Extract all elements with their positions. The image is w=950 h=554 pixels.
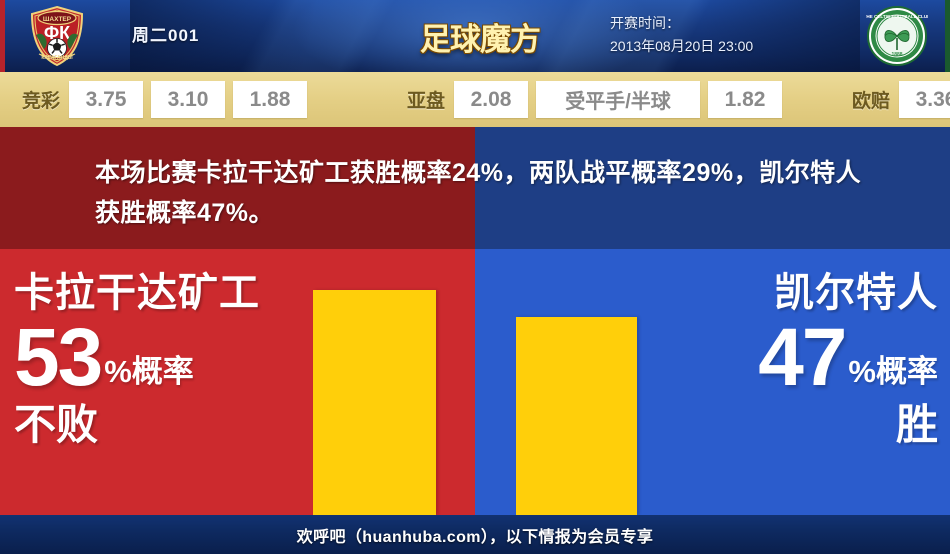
odds-cell-away[interactable]: 1.88 bbox=[233, 81, 308, 118]
header-edge-right bbox=[945, 0, 950, 72]
footer-bar: 欢呼吧（huanhuba.com），以下情报为会员专享 bbox=[0, 515, 950, 554]
odds-group-jingcai: 竞彩 3.75 3.10 1.88 bbox=[22, 81, 315, 118]
odds-cell-handicap[interactable]: 受平手/半球 bbox=[536, 81, 701, 118]
odds-cell-home[interactable]: 3.36 bbox=[899, 81, 950, 118]
footer-text: 欢呼吧（huanhuba.com），以下情报为会员专享 bbox=[296, 528, 654, 546]
home-verdict: 不败 bbox=[14, 401, 99, 448]
probability-chart: 卡拉干达矿工 53 %概率 不败 凯尔特人 47 %概率 胜 bbox=[0, 249, 950, 515]
away-probability-bar bbox=[516, 317, 637, 515]
home-percent-suffix: %概率 bbox=[104, 354, 194, 389]
banner-summary-text: 本场比赛卡拉干达矿工获胜概率24%，两队战平概率29%，凯尔特人获胜概率47%。 bbox=[95, 159, 862, 227]
home-percent-value: 53 bbox=[14, 312, 103, 403]
banner-half-red bbox=[0, 127, 475, 249]
kickoff-label: 开赛时间： bbox=[610, 15, 680, 31]
odds-group-label: 竞彩 bbox=[22, 91, 61, 112]
home-team-name: 卡拉干达矿工 bbox=[14, 271, 260, 315]
odds-group-label: 欧赔 bbox=[852, 91, 891, 112]
home-percent-row: 53 %概率 bbox=[14, 312, 304, 403]
svg-text:ШАХТЕР: ШАХТЕР bbox=[43, 16, 72, 23]
header-edge-left bbox=[0, 0, 5, 72]
svg-text:ФК: ФК bbox=[44, 23, 71, 43]
away-team-crest: THE CELTIC FOOTBALL CLUB 1888 bbox=[864, 5, 931, 67]
away-percent-row: 47 %概率 bbox=[638, 312, 938, 403]
odds-cell-home[interactable]: 2.08 bbox=[454, 81, 529, 118]
shakhter-karagandy-crest-icon: ШАХТЕР ФК КАРАГАНДЫ bbox=[30, 5, 84, 67]
away-percent-suffix: %概率 bbox=[848, 354, 938, 389]
odds-cell-home[interactable]: 3.75 bbox=[69, 81, 144, 118]
odds-cell-draw[interactable]: 3.10 bbox=[151, 81, 226, 118]
away-team-stats: 凯尔特人 47 %概率 胜 bbox=[638, 269, 938, 449]
kickoff-time: 2013年08月20日 23:00 bbox=[610, 38, 754, 54]
svg-text:КАРАГАНДЫ: КАРАГАНДЫ bbox=[41, 55, 72, 61]
home-team-crest: ШАХТЕР ФК КАРАГАНДЫ bbox=[26, 5, 88, 67]
celtic-fc-crest-icon: THE CELTIC FOOTBALL CLUB 1888 bbox=[864, 6, 931, 66]
odds-group-european: 欧赔 3.36 3.26 2.10 bbox=[852, 81, 950, 118]
home-probability-bar bbox=[313, 290, 436, 515]
odds-group-asian-handicap: 亚盘 2.08 受平手/半球 1.82 bbox=[407, 81, 790, 118]
site-logo: 足球魔方 bbox=[410, 14, 550, 58]
odds-bar: 竞彩 3.75 3.10 1.88 亚盘 2.08 受平手/半球 1.82 欧赔… bbox=[0, 72, 950, 127]
match-number: 周二001 bbox=[132, 26, 200, 45]
away-verdict: 胜 bbox=[895, 401, 938, 448]
home-team-stats: 卡拉干达矿工 53 %概率 不败 bbox=[14, 269, 304, 449]
summary-banner: 本场比赛卡拉干达矿工获胜概率24%，两队战平概率29%，凯尔特人获胜概率47%。 bbox=[0, 127, 950, 249]
odds-group-label: 亚盘 bbox=[407, 91, 446, 112]
header-bar: ШАХТЕР ФК КАРАГАНДЫ 周二001 足球魔方 开赛时间： 201… bbox=[0, 0, 950, 72]
banner-half-blue bbox=[475, 127, 950, 249]
away-percent-value: 47 bbox=[758, 312, 847, 403]
away-team-name: 凯尔特人 bbox=[774, 271, 938, 315]
site-logo-text: 足球魔方 bbox=[420, 21, 541, 57]
kickoff-info: 开赛时间： 2013年08月20日 23:00 bbox=[610, 12, 840, 58]
svg-text:THE CELTIC FOOTBALL CLUB: THE CELTIC FOOTBALL CLUB bbox=[866, 14, 928, 19]
svg-text:1888: 1888 bbox=[891, 52, 902, 58]
odds-cell-away[interactable]: 1.82 bbox=[708, 81, 783, 118]
